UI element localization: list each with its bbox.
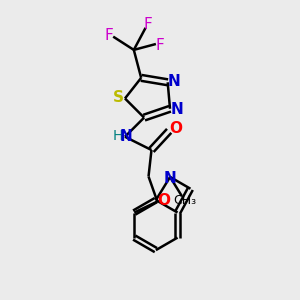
Text: N: N [164, 171, 176, 186]
Text: F: F [156, 38, 165, 53]
Text: N: N [170, 102, 183, 117]
Text: N: N [120, 129, 133, 144]
Text: F: F [144, 17, 152, 32]
Text: H: H [112, 129, 123, 143]
Text: O: O [157, 193, 170, 208]
Text: S: S [113, 90, 124, 105]
Text: CH₃: CH₃ [173, 194, 196, 207]
Text: N: N [168, 74, 181, 89]
Text: O: O [169, 121, 182, 136]
Text: F: F [104, 28, 113, 43]
